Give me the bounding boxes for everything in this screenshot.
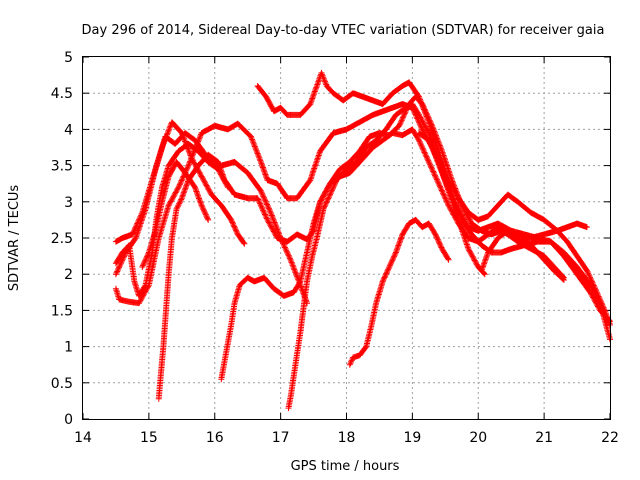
x-tick-labels: 14 15 16 17 18 19 20 21 22 [74, 430, 619, 446]
y-axis-label: SDTVAR / TECUs [7, 185, 22, 292]
x-tick-label: 15 [140, 430, 158, 446]
y-tick-labels: 0 0.5 1 1.5 2 2.5 3 3.5 4 4.5 5 [51, 50, 73, 428]
plot-frame [82, 56, 611, 420]
y-tick-label: 0.5 [51, 376, 73, 392]
y-tick-label: 3.5 [51, 159, 73, 175]
x-tick-label: 14 [74, 430, 92, 446]
y-tick-label: 1 [64, 340, 73, 356]
x-tick-label: 21 [535, 430, 553, 446]
series-sat-e [218, 126, 567, 383]
chart-title: Day 296 of 2014, Sidereal Day-to-day VTE… [82, 23, 605, 38]
data-series [112, 69, 613, 412]
y-tick-label: 1.5 [51, 303, 73, 319]
y-tick-label: 2 [64, 267, 73, 283]
x-tick-label: 19 [403, 430, 421, 446]
y-tick-label: 0 [64, 412, 73, 428]
x-tick-label: 17 [272, 430, 290, 446]
series-sat-j [139, 159, 212, 270]
series-sat-h [346, 216, 452, 368]
data-points-sat-e [218, 126, 567, 383]
x-tick-label: 16 [206, 430, 224, 446]
data-points-sat-j [139, 159, 212, 270]
x-tick-label: 18 [338, 430, 356, 446]
data-points-sat-h [346, 216, 452, 368]
x-axis-label: GPS time / hours [291, 459, 400, 474]
y-tick-label: 5 [64, 50, 73, 66]
y-tick-label: 4.5 [51, 86, 73, 102]
y-tick-label: 4 [64, 122, 73, 138]
series-sat-l [416, 130, 488, 278]
y-tick-label: 2.5 [51, 231, 73, 247]
x-tick-label: 22 [601, 430, 619, 446]
data-points-sat-l [416, 130, 488, 278]
x-tick-label: 20 [469, 430, 487, 446]
y-tick-label: 3 [64, 195, 73, 211]
